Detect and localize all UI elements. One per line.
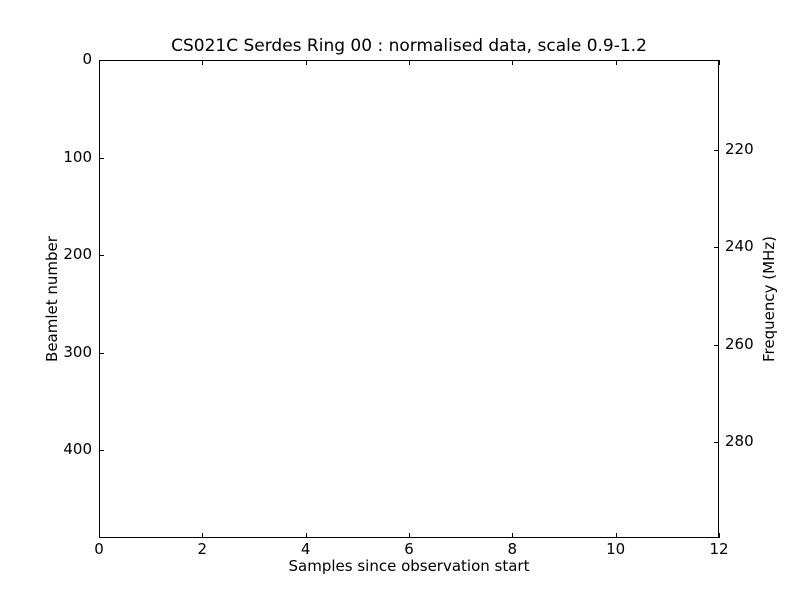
x-tick-label: 12 [709,540,729,558]
y-right-tick-mark [714,345,719,346]
x-tick-mark [719,60,720,65]
x-tick-mark [409,60,410,65]
x-tick-mark [202,533,203,538]
y-right-tick-label: 280 [725,432,754,451]
y-left-tick-mark [99,158,104,159]
plot-area [99,60,719,538]
x-tick-label: 2 [197,540,208,558]
y-right-tick-label: 220 [725,140,754,159]
x-tick-mark [616,60,617,65]
y-left-tick-label: 0 [82,50,92,69]
y-axis-label-left: Beamlet number [43,236,61,362]
x-tick-label: 0 [94,540,104,558]
x-tick-mark [202,60,203,65]
x-tick-label: 10 [606,540,626,558]
x-tick-label: 8 [507,540,518,558]
x-tick-mark [512,533,513,538]
x-tick-mark [306,533,307,538]
y-right-tick-mark [714,247,719,248]
x-tick-mark [719,533,720,538]
x-tick-mark [409,533,410,538]
y-left-tick-mark [99,353,104,354]
y-left-tick-mark [99,450,104,451]
x-tick-label: 4 [300,540,311,558]
y-left-tick-label: 200 [63,245,92,264]
x-tick-mark [512,60,513,65]
y-left-tick-mark [99,60,104,61]
y-right-tick-mark [714,442,719,443]
y-axis-label-right: Frequency (MHz) [760,235,778,363]
x-tick-label: 6 [404,540,414,558]
y-left-tick-label: 400 [63,440,92,459]
y-left-tick-label: 100 [63,147,92,166]
x-axis-label: Samples since observation start [288,557,530,575]
x-tick-mark [616,533,617,538]
y-right-tick-label: 240 [725,237,754,256]
y-right-tick-label: 260 [725,334,754,353]
x-tick-mark [306,60,307,65]
y-right-tick-mark [714,150,719,151]
chart-title: CS021C Serdes Ring 00 : normalised data,… [171,36,647,56]
y-left-tick-label: 300 [63,342,92,361]
x-tick-mark [99,60,100,65]
x-tick-mark [99,533,100,538]
y-left-tick-mark [99,255,104,256]
